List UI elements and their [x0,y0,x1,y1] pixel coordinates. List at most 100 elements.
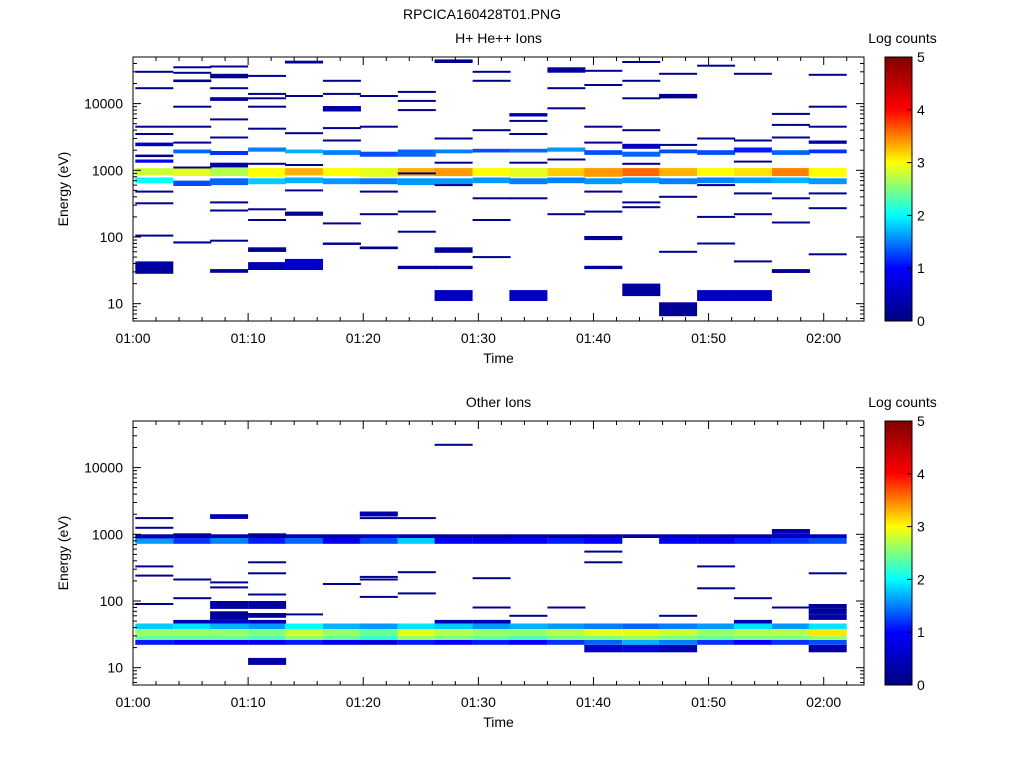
heatmap-cell [733,597,772,600]
heatmap-cell [285,538,323,544]
heatmap-cell [359,517,398,520]
heatmap-cell [808,207,847,210]
heatmap-cell [584,178,623,185]
heatmap-cell [397,623,436,629]
plot-frame [132,420,865,686]
heatmap-cell [248,178,287,185]
heatmap-cell [135,142,174,147]
x-tick-label: 01:00 [115,330,150,346]
heatmap-cell [622,97,661,100]
heatmap-cell [285,213,323,216]
heatmap-cell [472,635,511,640]
colorbar-tick-label: 1 [917,624,925,640]
heatmap-cell [248,249,287,252]
heatmap-cell [547,623,586,629]
heatmap-cell [135,517,174,520]
heatmap-cell [733,139,772,142]
heatmap-cell [397,149,436,157]
heatmap-cell [547,147,586,152]
heatmap-cell [173,635,212,640]
heatmap-cell [397,230,436,233]
heatmap-cell [322,534,361,538]
heatmap-cell [584,538,623,544]
heatmap-cell [509,614,548,617]
heatmap-cell [584,623,623,629]
heatmap-cell [210,201,249,204]
heatmap-cell [397,571,436,574]
heatmap-cell [808,168,847,177]
heatmap-cell [285,258,323,270]
heatmap-cell [173,141,212,144]
heatmap-cell [472,168,511,177]
heatmap-cell [397,640,436,645]
heatmap-cell [285,132,323,135]
heatmap-cell [697,629,736,636]
heatmap-cell [285,534,323,538]
heatmap-cell [547,640,586,645]
heatmap-cell [808,608,847,615]
heatmap-cell [434,184,473,187]
heatmap-cell [397,517,436,520]
heatmap-cell [173,149,212,154]
heatmap-cell [359,178,398,185]
heatmap-cell [248,127,287,130]
heatmap-cell [771,150,810,155]
y-axis-label: Energy (eV) [55,152,71,227]
heatmap-cell [697,534,736,538]
heatmap-cell [248,561,287,564]
heatmap-cell [509,538,548,544]
heatmap-cell [547,606,586,609]
x-axis-label: Time [483,350,514,366]
heatmap-cell [248,534,287,538]
heatmap-cell [322,150,361,155]
heatmap-cell [285,635,323,640]
heatmap-cell [771,123,810,126]
heatmap-cell [210,118,249,121]
heatmap-cell [547,538,586,544]
heatmap-cell [659,149,698,154]
heatmap-cell [397,210,436,213]
heatmap-cell [509,168,548,177]
heatmap-cell [397,168,436,177]
heatmap-cell [434,534,473,538]
heatmap-cell [434,161,473,164]
heatmap-cell [509,113,548,117]
heatmap-cell [808,192,847,195]
heatmap-cell [434,137,473,140]
heatmap-cell [584,265,623,270]
heatmap-cell [509,290,548,301]
heatmap-cell [771,221,810,224]
heatmap-cell [547,635,586,640]
heatmap-cell [659,250,698,253]
heatmap-cell [733,635,772,640]
heatmap-cell [359,534,398,538]
heatmap-cell [135,526,174,529]
heatmap-cell [622,640,661,645]
heatmap-cell [472,629,511,636]
heatmap-cell [659,302,698,317]
heatmap-cell [359,629,398,636]
heatmap-cell [659,143,698,146]
heatmap-cell [509,148,548,153]
heatmap-cell [285,211,323,216]
heatmap-cell [808,644,847,653]
colorbar-tick-label: 0 [917,677,925,693]
heatmap-cell [622,129,661,132]
heatmap-cell [733,623,772,629]
heatmap-cell [733,147,772,153]
heatmap-cell [509,635,548,640]
y-tick-label: 100 [100,593,124,609]
heatmap-cell [584,236,623,238]
heatmap-cell [322,178,361,185]
heatmap-cell [322,629,361,636]
heatmap-cell [808,178,847,185]
heatmap-cell [733,538,772,544]
heatmap-cell [248,208,287,211]
heatmap-cell [359,538,398,544]
heatmap-cell [285,629,323,636]
heatmap-cell [322,106,361,112]
heatmap-cell [733,629,772,636]
heatmap-cell [733,640,772,645]
heatmap-cell [509,178,548,185]
